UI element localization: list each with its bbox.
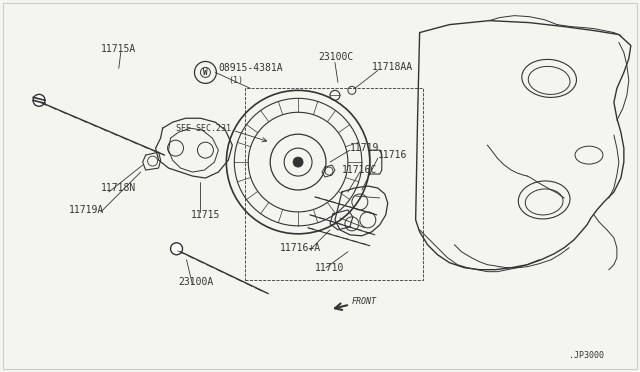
Text: 11716+A: 11716+A [280,243,321,253]
Text: FRONT: FRONT [352,297,377,306]
Text: 11718AA: 11718AA [372,62,413,73]
Text: SEE SEC.231: SEE SEC.231 [175,124,230,133]
Text: W: W [203,68,208,77]
Text: 11715A: 11715A [101,44,136,54]
Text: 11718N: 11718N [101,183,136,193]
Circle shape [171,243,182,255]
Circle shape [33,94,45,106]
Text: 11710: 11710 [315,263,344,273]
Text: (1): (1) [228,76,243,85]
Text: 11715: 11715 [191,210,220,220]
Text: .JP3000: .JP3000 [569,351,604,360]
Text: 08915-4381A: 08915-4381A [218,64,283,73]
Text: 11716C: 11716C [342,165,377,175]
Text: 11716: 11716 [378,150,407,160]
Text: 23100A: 23100A [179,277,214,287]
Text: 11719: 11719 [350,143,380,153]
Text: 23100C: 23100C [318,52,353,62]
Circle shape [293,157,303,167]
Bar [245,89,422,280]
Text: 11719A: 11719A [69,205,104,215]
